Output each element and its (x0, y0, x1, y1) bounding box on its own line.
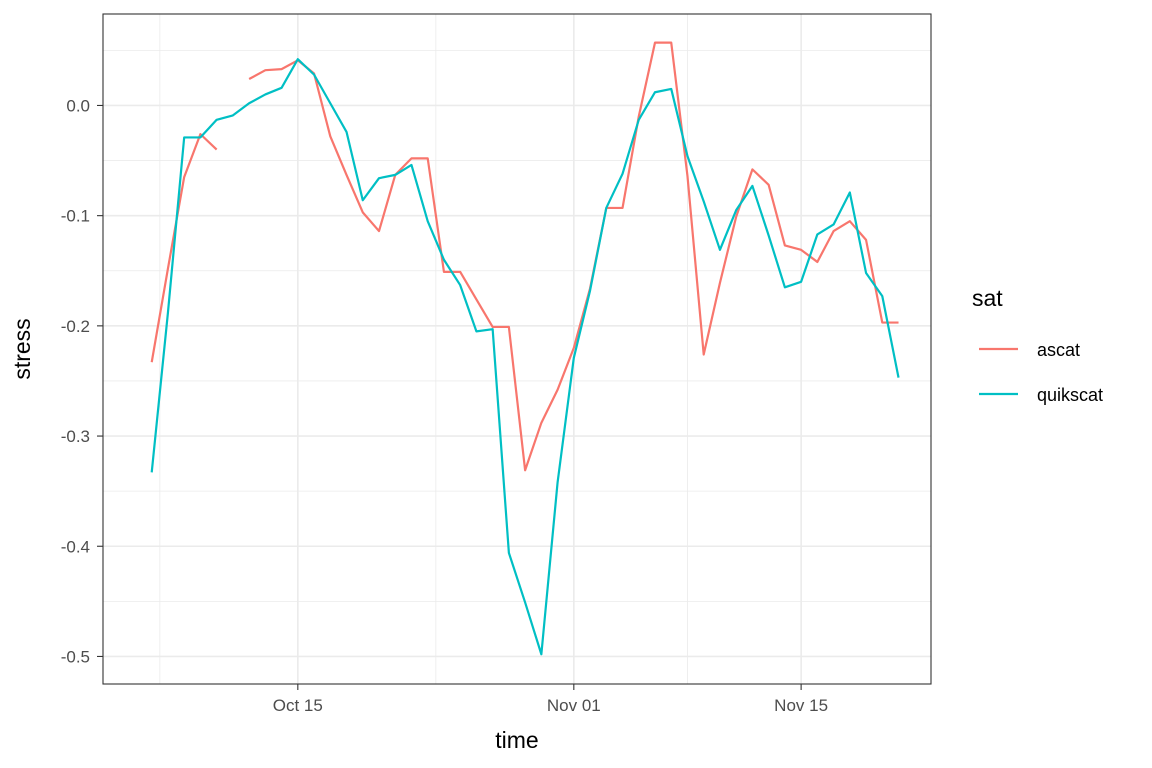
y-tick-label: 0.0 (66, 96, 90, 115)
legend-label-ascat: ascat (1037, 340, 1080, 360)
y-tick-label: -0.5 (61, 647, 90, 666)
series-line-ascat (150, 41, 899, 472)
panel-border (102, 13, 932, 685)
legend: sat ascat quikscat (972, 285, 1103, 405)
y-tick-label: -0.4 (61, 537, 90, 556)
x-tick-label: Oct 15 (273, 696, 323, 715)
series-lines (150, 41, 900, 656)
x-tick-label: Nov 01 (547, 696, 601, 715)
legend-item-quikscat: quikscat (979, 385, 1103, 405)
legend-item-ascat: ascat (979, 340, 1080, 360)
legend-title: sat (972, 285, 1003, 311)
y-tick-label: -0.2 (61, 317, 90, 336)
y-axis: 0.0 -0.1 -0.2 -0.3 -0.4 -0.5 (61, 96, 103, 666)
minor-gridlines (103, 14, 931, 684)
x-axis: Oct 15 Nov 01 Nov 15 (273, 684, 828, 715)
x-tick-label: Nov 15 (774, 696, 828, 715)
y-axis-title: stress (9, 318, 35, 379)
y-tick-label: -0.1 (61, 207, 90, 226)
series-line-quikscat (150, 58, 900, 656)
x-axis-title: time (495, 727, 538, 753)
y-tick-label: -0.3 (61, 427, 90, 446)
legend-label-quikscat: quikscat (1037, 385, 1103, 405)
